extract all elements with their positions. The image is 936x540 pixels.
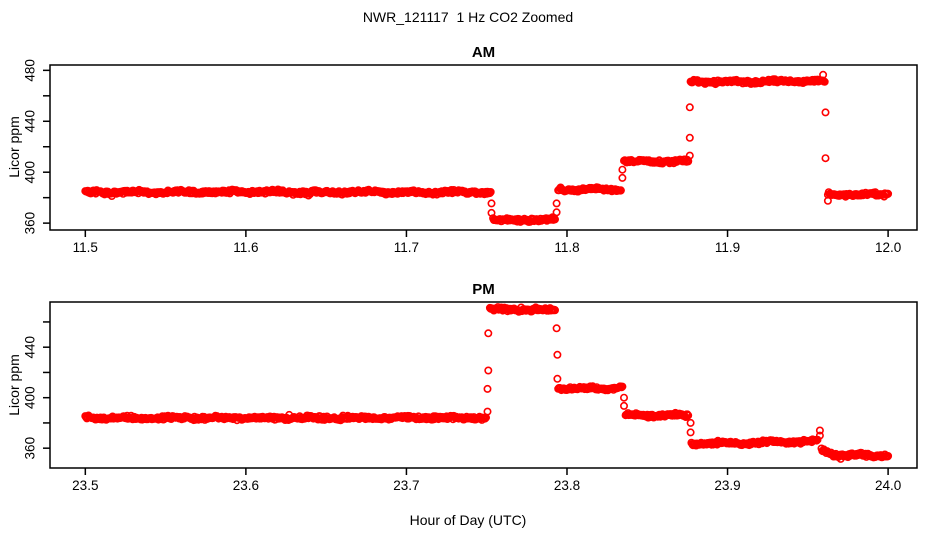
x-tick-label: 24.0 (875, 478, 901, 493)
transition-point (685, 133, 694, 142)
transition-point (552, 324, 561, 333)
data-point (684, 411, 693, 420)
y-tick-label: 400 (23, 161, 38, 184)
transition-point (685, 103, 694, 112)
x-tick-label: 11.6 (233, 240, 258, 255)
transition-point (821, 108, 830, 117)
transition-point (618, 173, 627, 182)
y-tick-label: 360 (23, 437, 38, 460)
transition-point (619, 393, 628, 402)
transition-point (618, 165, 627, 174)
transition-point (552, 199, 561, 208)
transition-point (686, 418, 695, 427)
data-point (550, 215, 559, 224)
transition-point (819, 70, 828, 79)
plot-box (49, 64, 918, 231)
x-tick-label: 23.5 (72, 478, 98, 493)
transition-point (821, 154, 830, 163)
transition-point (815, 431, 824, 440)
transition-point (484, 329, 493, 338)
transition-point (487, 208, 496, 217)
y-tick-label: 440 (23, 110, 38, 133)
data-point (884, 189, 893, 198)
transition-point (552, 208, 561, 217)
transition-point (483, 384, 492, 393)
am-panel-title: AM (471, 44, 496, 61)
pm-panel: 23.5 23.6 23.7 23.8 23.9 24.0 360 400 440 (23, 301, 918, 493)
am-y-axis-label: Licor ppm (6, 116, 22, 178)
data-point (820, 77, 829, 86)
data-point (618, 382, 627, 391)
transition-point (686, 428, 695, 437)
x-tick-label: 23.8 (554, 478, 580, 493)
x-axis-label: Hour of Day (UTC) (409, 512, 527, 528)
chart-title: NWR_121117 1 Hz CO2 Zoomed (362, 9, 574, 25)
transition-point (487, 199, 496, 208)
transition-point (823, 196, 832, 205)
y-tick-label: 360 (23, 212, 38, 235)
x-tick-label: 11.8 (554, 240, 579, 255)
transition-point (553, 374, 562, 383)
y-tick-label: 480 (23, 59, 38, 82)
pm-panel-title: PM (472, 281, 495, 298)
x-tick-label: 23.9 (714, 478, 740, 493)
transition-point (685, 151, 694, 160)
y-tick-label: 400 (23, 386, 38, 409)
data-point (884, 451, 893, 460)
transition-point (484, 366, 493, 375)
data-point (486, 188, 495, 197)
am-panel: 11.5 11.6 11.7 11.8 11.9 12.0 360 400 440 480 (23, 59, 918, 255)
transition-point (483, 407, 492, 416)
x-tick-label: 12.0 (875, 240, 901, 255)
data-point (616, 186, 625, 195)
pm-y-axis-label: Licor ppm (6, 354, 22, 416)
x-tick-label: 11.5 (73, 240, 98, 255)
y-tick-label: 440 (23, 336, 38, 359)
data-points (81, 70, 893, 226)
data-point (550, 306, 559, 315)
transition-point (815, 426, 824, 435)
data-points (81, 303, 893, 463)
x-tick-label: 23.6 (233, 478, 259, 493)
transition-point (619, 401, 628, 410)
plot-box (49, 301, 918, 469)
x-tick-label: 11.9 (715, 240, 740, 255)
x-tick-label: 11.7 (394, 240, 419, 255)
x-tick-label: 23.7 (393, 478, 419, 493)
transition-point (553, 350, 562, 359)
